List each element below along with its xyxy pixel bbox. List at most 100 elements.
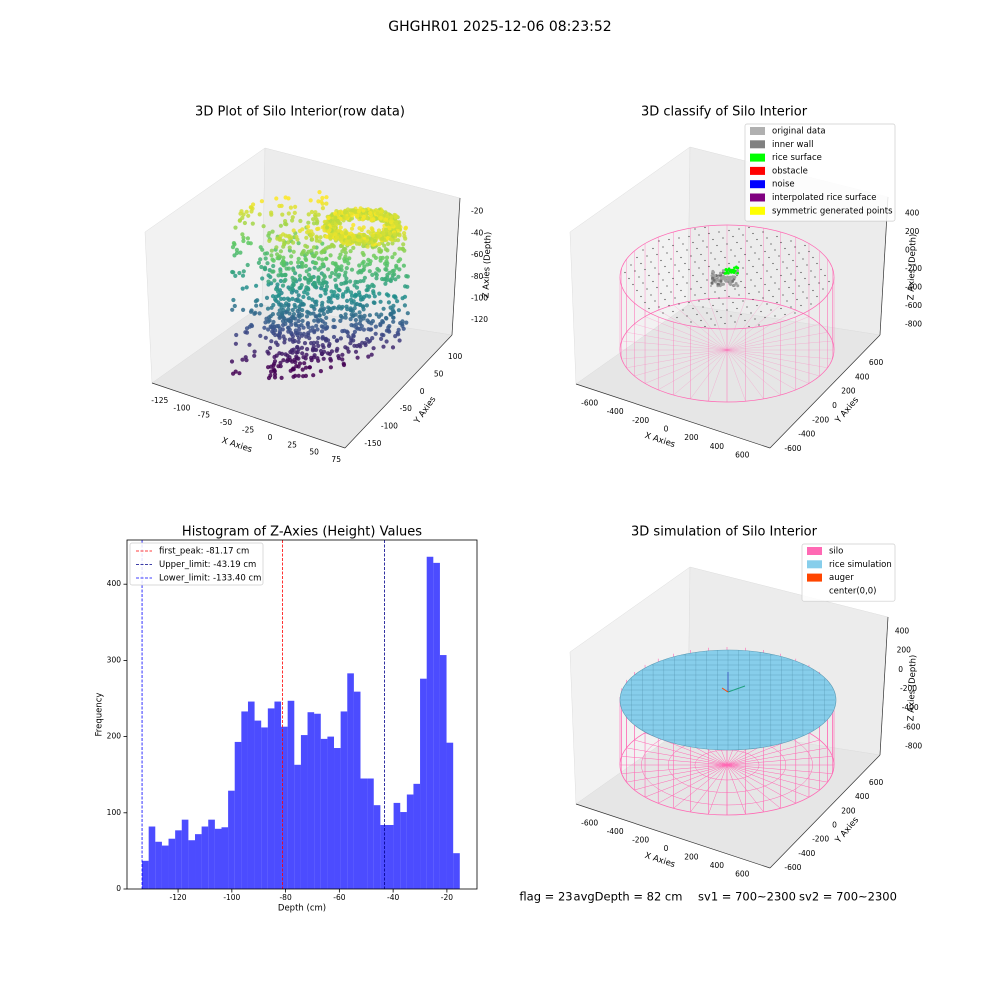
scatter-point [338,237,343,242]
scatter-point [268,345,273,351]
scatter-point [279,296,284,301]
scatter-point [402,234,407,239]
scatter-point [282,296,287,301]
scatter-point [286,307,291,312]
silo-wire [726,301,764,351]
scatter-point [265,306,271,311]
scatter-point [306,310,311,315]
grid-dot [688,268,690,271]
scatter-point [291,315,296,320]
scatter-point [352,343,357,348]
legend-box [801,543,896,602]
scatter-point [367,269,372,274]
grid-dot [692,274,694,277]
y-tick-label: 200 [841,806,856,815]
scatter-point [293,204,298,209]
scatter-point [398,257,403,262]
scatter-point [350,233,355,238]
z-tick-label: -40 [471,228,483,237]
scatter-point [319,199,324,204]
scatter-point [366,320,372,325]
grid-dot [802,258,804,260]
scatter-point [314,235,319,240]
scatter-point [385,275,390,280]
grid-dot [666,285,668,287]
scatter-point [312,318,317,323]
scatter-point [330,271,335,276]
scatter-point [314,221,320,226]
scatter-point [308,328,313,333]
histogram-bar [426,556,434,889]
grid-dot [688,235,690,238]
scatter-point [362,313,367,318]
scatter-point [234,247,239,252]
scatter-point [736,271,739,275]
legend-swatch [750,193,765,202]
scatter-point [277,331,283,336]
scatter-point [288,287,293,292]
scatter-point [291,240,296,245]
grid-dot [788,253,790,256]
grid-dot [678,237,680,239]
silo-wire [726,340,833,351]
scatter-point [296,318,301,324]
scatter-point [719,271,723,275]
grid-dot [760,244,762,247]
z-tick-label: 400 [905,208,920,217]
scatter-point [730,279,734,283]
y-tick-label: 200 [107,732,122,741]
scatter-point [334,348,339,353]
scatter-point [259,264,264,270]
scatter-point [334,264,339,269]
grid-dot [696,280,698,283]
scatter-point [336,228,341,233]
x-tick-label: -80 [279,893,291,902]
scatter-point [371,300,376,305]
grid-dot [756,304,758,307]
scatter-point [386,241,391,246]
scatter-point [393,277,398,282]
silo-wire [726,764,833,774]
scatter-point [345,307,350,312]
scatter-point [304,285,309,290]
x-tick-label: -75 [198,411,210,420]
scatter-point [264,295,270,300]
scatter-point [326,245,331,250]
grid-dot [766,303,768,305]
x-tick-label: 0 [268,433,273,442]
scatter-point [245,236,250,241]
scatter-point [304,257,309,263]
chart-title: 3D simulation of Silo Interior [631,525,818,540]
grid-dot [660,259,662,262]
scatter-point [365,244,370,249]
grid-dot [744,319,746,322]
scatter-point [269,305,274,310]
scatter-point [241,307,246,312]
scatter-point [249,308,254,313]
axis-line [769,754,881,869]
histogram-bar [155,841,162,889]
y-tick-label: -600 [784,863,801,872]
grid-dot [744,253,746,256]
legend-label: auger [829,573,854,583]
grid-dot [772,262,774,265]
scatter-point [282,242,287,247]
scatter-point [251,202,256,207]
scatter-point [357,314,362,319]
silo-wire [690,349,728,399]
scatter-point [279,351,285,356]
scatter-point [384,263,389,268]
scatter-point [291,282,296,287]
grid-dot [738,294,740,296]
scatter-point [293,360,298,365]
silo-wire [634,739,728,766]
grid-dot [812,256,814,259]
scatter-point [270,294,276,299]
scatter-point [710,274,714,278]
scatter-point [378,299,383,304]
scatter-point [338,252,343,257]
scatter-point [290,296,295,301]
scatter-point [265,261,270,266]
scatter-point [345,330,350,335]
scatter-point [335,293,340,298]
